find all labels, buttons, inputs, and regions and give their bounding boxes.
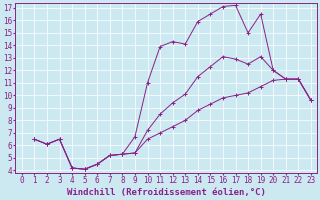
X-axis label: Windchill (Refroidissement éolien,°C): Windchill (Refroidissement éolien,°C) — [67, 188, 266, 197]
